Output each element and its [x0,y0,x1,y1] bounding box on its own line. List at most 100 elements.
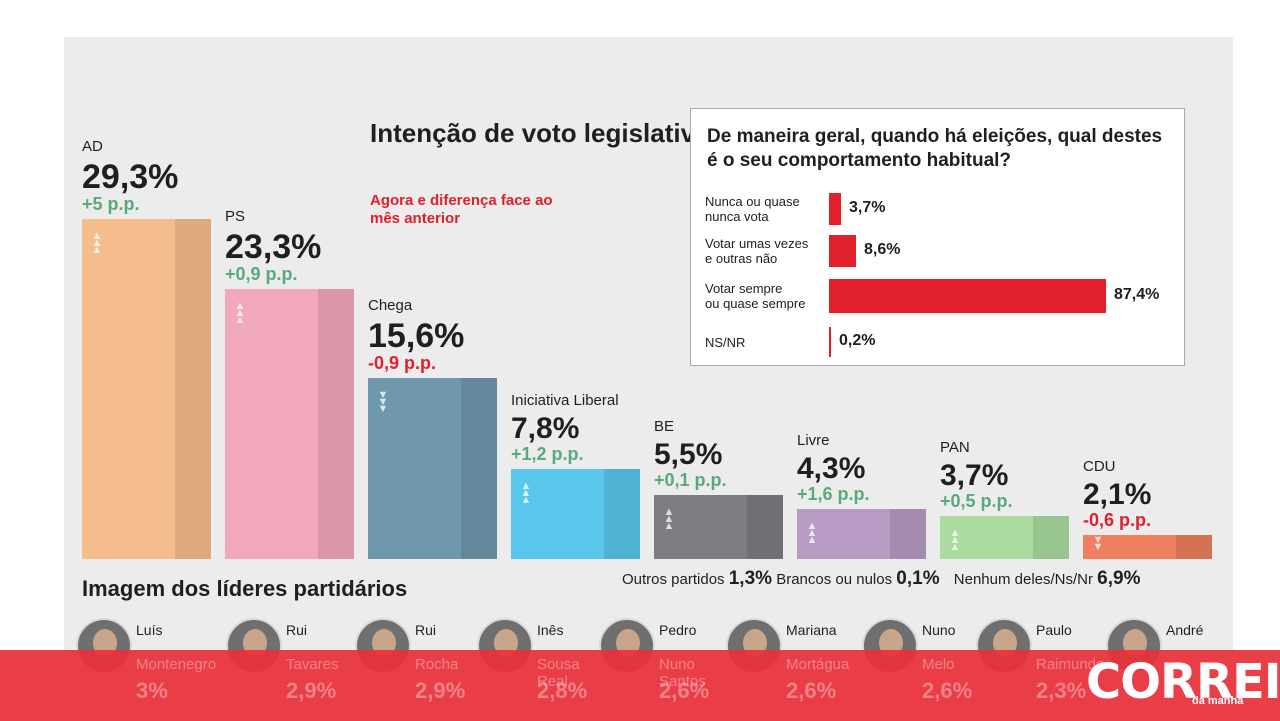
up-arrows-icon: ▲ ▲ ▲ [949,527,961,553]
leader-surname: Nuno Santos [659,656,706,690]
value-label-3: 7,8% [511,412,580,445]
bar-shade [889,509,926,559]
change-label-4: +0,1 p.p. [654,470,727,490]
bar-0: ▲ ▲ ▲ [82,219,211,559]
value-label-6: 3,7% [940,459,1009,492]
leaders-title: Imagem dos líderes partidários [82,576,408,601]
bar-shade [1032,516,1069,559]
down-arrows-icon: ▼ ▼ ▼ [377,389,389,415]
leader-surname: Mortágua [786,656,850,673]
party-name-3: Iniciativa Liberal [511,392,619,409]
leader-name: Inês [537,622,564,638]
survey-value-3: 0,2% [839,332,876,349]
change-label-3: +1,2 p.p. [511,444,584,464]
leader-name: Rui [286,622,308,638]
change-label-1: +0,9 p.p. [225,264,298,284]
change-label-5: +1,6 p.p. [797,484,870,504]
bar-shade [1175,535,1212,559]
others-value-1: 0,1% [896,568,940,589]
brand-logo[interactable]: CORREIO [1086,654,1280,710]
others-label-0: Outros partidos [622,571,725,588]
up-arrows-icon: ▲ ▲ ▲ [806,520,818,546]
survey-value-0: 3,7% [849,199,886,216]
others-label-1: Brancos ou nulos [776,571,893,588]
leader-pct: 3% [136,678,168,703]
value-label-4: 5,5% [654,438,723,471]
down-arrows-icon: ▼ ▼ [1092,534,1104,553]
party-name-6: PAN [940,439,970,456]
party-name-4: BE [654,418,675,435]
leader-pct: 2,8% [537,678,588,703]
leader-name: Paulo [1036,622,1072,638]
party-name-5: Livre [797,432,830,449]
leader-surname: Raimundo [1036,656,1105,673]
leader-pct: 2,6% [786,678,837,703]
up-arrows-icon: ▲ ▲ ▲ [234,300,246,326]
others-value-2: 6,9% [1097,568,1141,589]
up-arrows-icon: ▲ ▲ ▲ [520,480,532,506]
bar-4: ▲ ▲ ▲ [654,495,783,559]
leader-surname: Rocha [415,656,459,673]
others-label-2: Nenhum deles/Ns/Nr [953,571,1093,588]
bar-3: ▲ ▲ ▲ [511,469,640,559]
value-label-1: 23,3% [225,228,322,266]
leader-pct: 2,9% [286,678,337,703]
bar-shade [460,378,497,559]
leader-name: Luís [136,622,163,638]
leader-pct: 2,9% [415,678,466,703]
bar-shade [746,495,783,559]
value-label-0: 29,3% [82,158,179,196]
chart-title: Intenção de voto legislativo [370,118,711,148]
chart-subtitle: Agora e diferença face ao mês anterior [370,192,553,227]
leader-surname: Montenegro [136,656,217,673]
bar-7: ▼ ▼ [1083,535,1212,559]
bar-shade [603,469,640,559]
value-label-5: 4,3% [797,452,866,485]
value-label-2: 15,6% [368,317,465,355]
leader-name: André [1166,622,1204,638]
leader-pct: 2,6% [922,678,973,703]
survey-box: De maneira geral, quando há eleições, qu… [690,108,1185,366]
leader-surname: Sousa Real [537,656,580,690]
survey-bar-1 [829,235,856,267]
value-label-7: 2,1% [1083,478,1152,511]
brand-logo-sub: da manhã [1192,695,1244,707]
survey-label-3: NS/NR [705,334,746,350]
bar-6: ▲ ▲ ▲ [940,516,1069,559]
survey-label-2: Votar sempre ou quase sempre [705,281,806,311]
change-label-7: -0,6 p.p. [1083,510,1152,530]
others-value-0: 1,3% [728,568,773,589]
change-label-0: +5 p.p. [82,194,140,214]
bar-5: ▲ ▲ ▲ [797,509,926,559]
bar-shade [317,289,354,559]
bar-2: ▼ ▼ ▼ [368,378,497,559]
others-line: Outros partidos 1,3% Brancos ou nulos 0,… [622,568,1140,590]
survey-value-1: 8,6% [864,241,901,258]
change-label-2: -0,9 p.p. [368,353,437,373]
leader-name: Nuno [922,622,956,638]
change-label-6: +0,5 p.p. [940,491,1013,511]
survey-label-0: Nunca ou quase nunca vota [705,194,800,224]
survey-bar-2 [829,279,1106,313]
leader-surname: Tavares [286,656,339,673]
survey-value-2: 87,4% [1114,286,1160,303]
survey-bar-0 [829,193,841,225]
leader-pct: 2,3% [1036,678,1087,703]
survey-label-1: Votar umas vezes e outras não [705,236,809,266]
party-name-2: Chega [368,297,413,314]
bar-shade [174,219,211,559]
brand-banner [0,650,1280,721]
party-name-7: CDU [1083,458,1116,475]
party-name-1: PS [225,208,246,225]
leader-name: Rui [415,622,437,638]
survey-question: De maneira geral, quando há eleições, qu… [707,126,1163,171]
leader-surname: Melo [922,656,955,673]
bar-1: ▲ ▲ ▲ [225,289,354,559]
survey-bar-3 [829,327,831,357]
leader-name: Mariana [786,622,837,638]
up-arrows-icon: ▲ ▲ ▲ [91,230,103,256]
party-name-0: AD [82,138,103,155]
leader-name: Pedro [659,622,697,638]
leader-pct: 2,6% [659,678,710,703]
up-arrows-icon: ▲ ▲ ▲ [663,506,675,532]
